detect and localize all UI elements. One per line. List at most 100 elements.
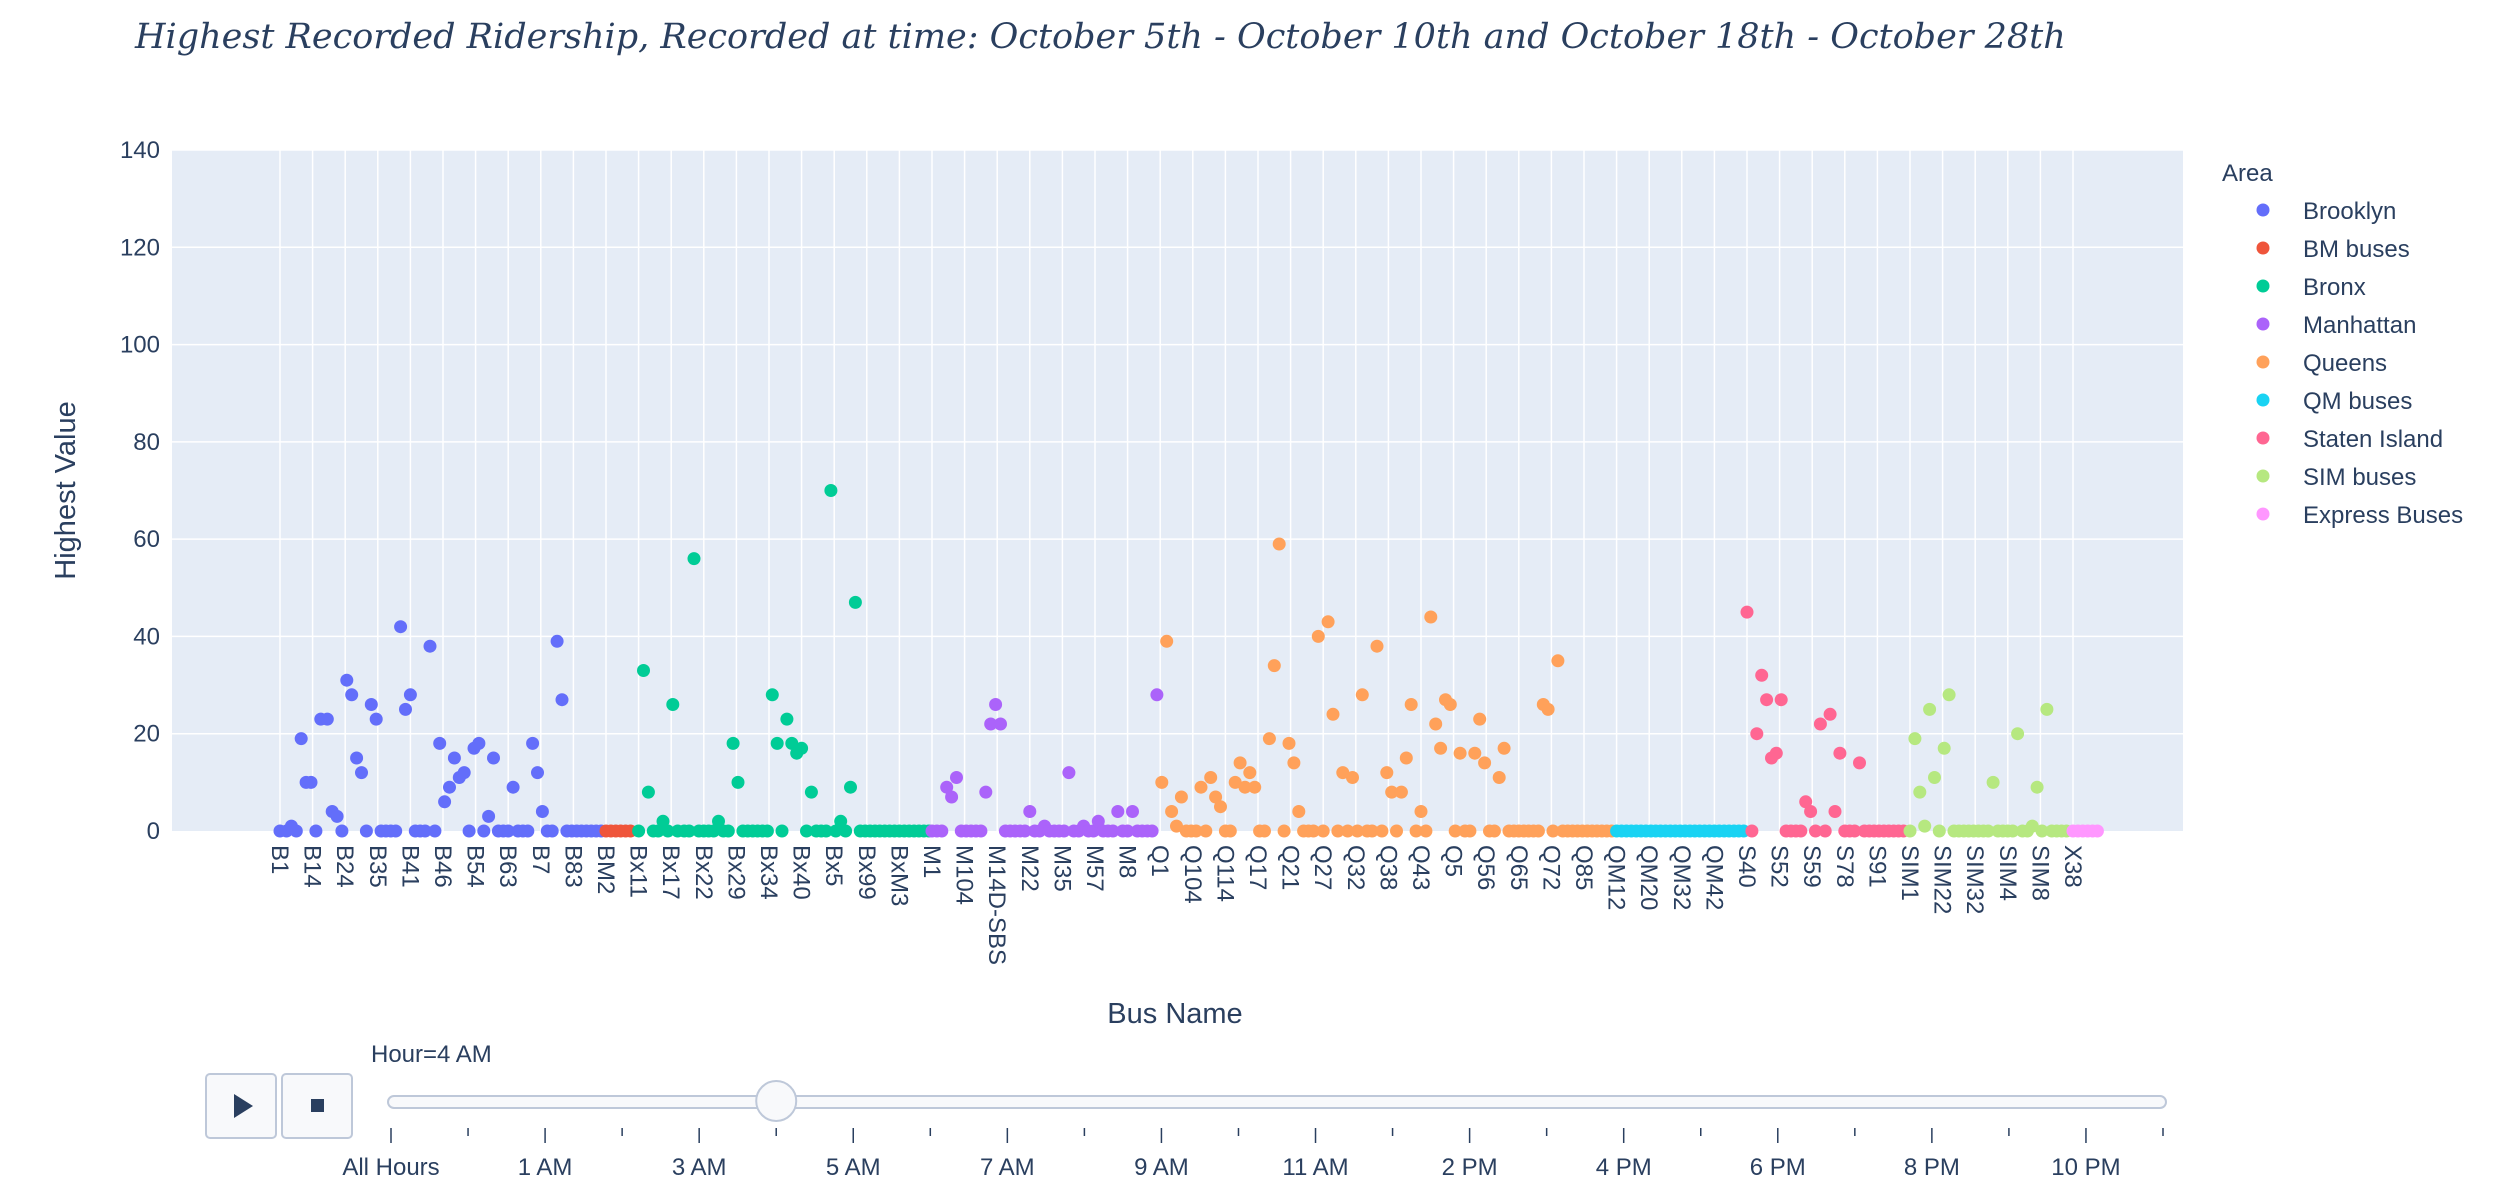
data-point[interactable] — [979, 785, 993, 799]
data-point[interactable] — [834, 814, 848, 828]
legend-item-bronx[interactable]: Bronx — [2256, 274, 2366, 301]
data-point[interactable] — [535, 805, 549, 818]
series-bm-buses[interactable] — [599, 824, 638, 838]
data-point[interactable] — [447, 751, 461, 765]
legend-item-staten-island[interactable]: Staten Island — [2256, 426, 2444, 453]
play-button[interactable] — [205, 1073, 277, 1139]
data-point[interactable] — [482, 809, 496, 823]
data-point[interactable] — [1942, 688, 1956, 702]
data-point[interactable] — [666, 698, 680, 711]
data-point[interactable] — [1453, 746, 1467, 760]
slider-step-label[interactable]: 8 PM — [1904, 1154, 1960, 1181]
data-point[interactable] — [1404, 698, 1418, 711]
slider-step-label[interactable]: 2 PM — [1442, 1154, 1498, 1181]
data-point[interactable] — [320, 712, 334, 726]
data-point[interactable] — [403, 688, 417, 702]
data-point[interactable] — [345, 688, 359, 702]
data-point[interactable] — [418, 824, 432, 838]
data-point[interactable] — [1932, 824, 1946, 838]
data-point[interactable] — [765, 688, 779, 702]
data-points[interactable] — [273, 484, 2104, 838]
data-point[interactable] — [651, 824, 665, 838]
data-point[interactable] — [1463, 824, 1477, 838]
data-point[interactable] — [984, 717, 998, 731]
data-point[interactable] — [1150, 688, 1164, 702]
data-point[interactable] — [1745, 824, 1759, 838]
data-point[interactable] — [1165, 805, 1179, 818]
data-point[interactable] — [1755, 668, 1769, 682]
data-point[interactable] — [731, 775, 745, 789]
data-point[interactable] — [1262, 732, 1276, 746]
data-point[interactable] — [1385, 785, 1399, 799]
data-point[interactable] — [1321, 615, 1335, 629]
data-point[interactable] — [501, 824, 515, 838]
data-point[interactable] — [1350, 824, 1364, 838]
data-point[interactable] — [1287, 756, 1301, 770]
data-point[interactable] — [726, 736, 740, 750]
data-point[interactable] — [800, 824, 813, 838]
series-sim-buses[interactable] — [1903, 688, 2074, 838]
data-point[interactable] — [1228, 775, 1242, 789]
data-point[interactable] — [848, 595, 862, 609]
data-point[interactable] — [1018, 824, 1032, 838]
data-point[interactable] — [1394, 785, 1408, 799]
slider-handle[interactable] — [755, 1080, 798, 1122]
data-point[interactable] — [1272, 537, 1286, 551]
data-point[interactable] — [1223, 824, 1237, 838]
data-point[interactable] — [433, 736, 447, 750]
data-point[interactable] — [1355, 688, 1369, 702]
data-point[interactable] — [712, 814, 725, 828]
data-point[interactable] — [1091, 814, 1105, 828]
data-point[interactable] — [1468, 746, 1482, 760]
data-point[interactable] — [1370, 639, 1384, 653]
slider-step-label[interactable]: 11 AM — [1282, 1154, 1348, 1181]
data-point[interactable] — [1448, 824, 1462, 838]
data-point[interactable] — [1111, 805, 1125, 818]
data-point[interactable] — [1341, 824, 1355, 838]
series-bronx[interactable] — [632, 484, 936, 838]
data-point[interactable] — [1023, 805, 1037, 818]
data-point[interactable] — [487, 751, 500, 765]
series-queens[interactable] — [1155, 537, 1619, 838]
data-point[interactable] — [1248, 780, 1262, 794]
data-point[interactable] — [1311, 629, 1325, 643]
data-point[interactable] — [1913, 785, 1927, 799]
data-point[interactable] — [1740, 605, 1754, 619]
legend-item-bm-buses[interactable]: BM buses — [2256, 236, 2410, 263]
data-point[interactable] — [428, 824, 442, 838]
slider-step-label[interactable]: 4 PM — [1596, 1154, 1652, 1181]
data-point[interactable] — [1174, 790, 1188, 804]
data-point[interactable] — [1853, 756, 1866, 770]
data-point[interactable] — [1497, 741, 1511, 755]
data-point[interactable] — [309, 824, 323, 838]
data-point[interactable] — [1238, 780, 1252, 794]
series-express-buses[interactable] — [2066, 824, 2104, 838]
data-point[interactable] — [1399, 751, 1413, 765]
data-point[interactable] — [1126, 805, 1139, 818]
data-point[interactable] — [1774, 693, 1788, 707]
data-point[interactable] — [1057, 824, 1071, 838]
data-point[interactable] — [1769, 746, 1783, 760]
data-point[interactable] — [935, 824, 949, 838]
data-point[interactable] — [770, 736, 784, 750]
data-point[interactable] — [1531, 824, 1545, 838]
data-point[interactable] — [2035, 824, 2049, 838]
data-point[interactable] — [632, 824, 646, 838]
data-point[interactable] — [438, 795, 452, 809]
data-point[interactable] — [1429, 717, 1443, 731]
data-point[interactable] — [1160, 634, 1174, 648]
data-point[interactable] — [521, 824, 535, 838]
data-point[interactable] — [760, 824, 774, 838]
data-point[interactable] — [682, 824, 696, 838]
data-point[interactable] — [1813, 717, 1827, 731]
data-point[interactable] — [1424, 610, 1438, 624]
data-point[interactable] — [1306, 824, 1320, 838]
data-point[interactable] — [1106, 824, 1120, 838]
data-point[interactable] — [829, 824, 843, 838]
data-point[interactable] — [844, 780, 857, 794]
data-point[interactable] — [1316, 824, 1330, 838]
data-point[interactable] — [661, 824, 675, 838]
data-point[interactable] — [637, 664, 650, 677]
data-point[interactable] — [1346, 771, 1359, 784]
slider-step-label[interactable]: 10 PM — [2051, 1154, 2120, 1181]
